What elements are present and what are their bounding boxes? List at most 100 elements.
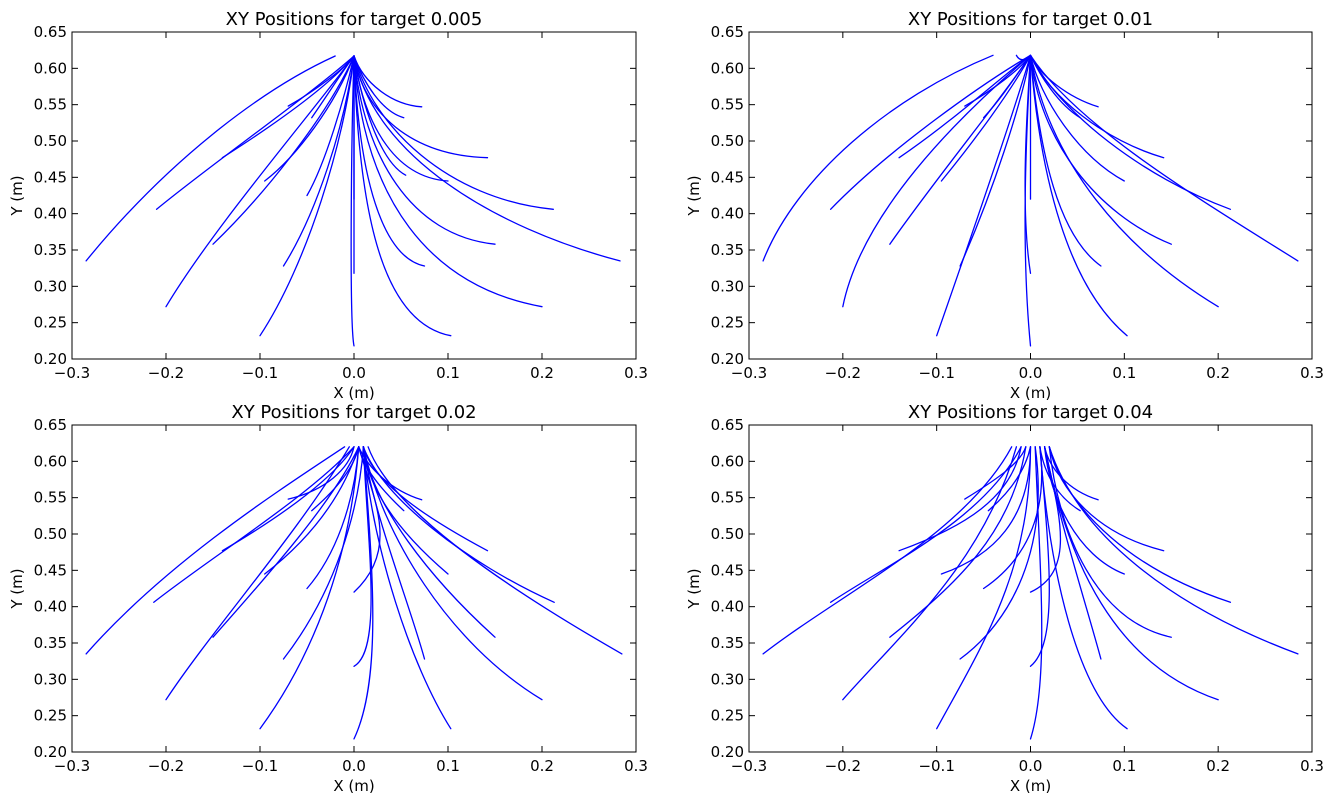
trajectory-line bbox=[1029, 446, 1043, 740]
trajectory-line bbox=[306, 55, 355, 197]
trajectory-line bbox=[936, 446, 1032, 730]
y-axis-label: Y (m) bbox=[8, 175, 26, 216]
trajectory-line bbox=[353, 55, 621, 262]
trajectory-line bbox=[1029, 54, 1219, 308]
trajectory-line bbox=[353, 55, 489, 159]
trajectory-line bbox=[829, 54, 1032, 210]
chart-title: XY Positions for target 0.04 bbox=[908, 402, 1153, 423]
x-axis-label: X (m) bbox=[333, 777, 374, 795]
x-tick-label: −0.3 bbox=[731, 364, 767, 382]
y-tick-label: 0.20 bbox=[711, 350, 744, 368]
trajectory-line bbox=[353, 55, 554, 210]
chart-panel-3: −0.3 −0.2 −0.1 0.0 0.1 0.2 0.3 0.20 0.25 0.30 0.35… bbox=[8, 402, 648, 795]
x-axis-label: X (m) bbox=[1010, 384, 1051, 402]
y-tick-label: 0.35 bbox=[711, 634, 744, 652]
trajectory-line bbox=[367, 446, 623, 655]
x-tick-label: 0.0 bbox=[1019, 757, 1043, 775]
trajectory-line bbox=[358, 446, 405, 512]
trajectory-line bbox=[829, 446, 1022, 603]
y-tick-label: 0.55 bbox=[34, 96, 67, 114]
trajectory-line bbox=[940, 54, 1032, 182]
y-tick-label: 0.20 bbox=[34, 743, 67, 761]
trajectory-line bbox=[282, 55, 355, 267]
y-tick-label: 0.65 bbox=[711, 416, 744, 434]
y-axis-label: Y (m) bbox=[685, 568, 703, 609]
trajectory-line bbox=[85, 55, 336, 262]
trajectory-line bbox=[153, 446, 355, 603]
trajectory-line bbox=[1039, 446, 1081, 512]
series-group bbox=[762, 446, 1299, 740]
y-tick-label: 0.60 bbox=[34, 59, 67, 77]
y-axis-label: Y (m) bbox=[8, 568, 26, 609]
y-tick-label: 0.35 bbox=[34, 241, 67, 259]
y-tick-label: 0.45 bbox=[34, 168, 67, 186]
trajectory-line bbox=[353, 55, 452, 337]
y-tick-label: 0.50 bbox=[711, 525, 744, 543]
trajectory-line bbox=[287, 446, 355, 500]
y-tick-label: 0.25 bbox=[711, 314, 744, 332]
trajectory-line bbox=[1039, 446, 1128, 730]
trajectory-line bbox=[940, 446, 1032, 575]
trajectory-line bbox=[350, 55, 355, 347]
y-tick-label: 0.40 bbox=[711, 205, 744, 223]
trajectory-line bbox=[959, 446, 1039, 660]
y-tick-label: 0.25 bbox=[711, 707, 744, 725]
y-tick-label: 0.65 bbox=[34, 23, 67, 41]
trajectory-line bbox=[1043, 446, 1219, 701]
trajectory-line bbox=[353, 55, 426, 267]
trajectory-line bbox=[165, 446, 350, 701]
x-tick-label: −0.1 bbox=[242, 364, 278, 382]
trajectory-line bbox=[1048, 446, 1165, 552]
x-tick-label: −0.2 bbox=[825, 757, 861, 775]
trajectory-line bbox=[353, 55, 449, 182]
trajectory-line bbox=[282, 446, 365, 660]
trajectory-line bbox=[212, 446, 360, 638]
y-tick-label: 0.30 bbox=[34, 277, 67, 295]
trajectory-line bbox=[964, 446, 1027, 500]
y-tick-label: 0.50 bbox=[34, 525, 67, 543]
chart-panel-4: −0.3 −0.2 −0.1 0.0 0.1 0.2 0.3 0.20 0.25 0.30 0.35… bbox=[685, 402, 1324, 795]
y-tick-label: 0.35 bbox=[711, 241, 744, 259]
x-axis-label: X (m) bbox=[1010, 777, 1051, 795]
trajectory-line bbox=[1029, 54, 1299, 262]
x-tick-label: −0.2 bbox=[825, 364, 861, 382]
trajectory-line bbox=[353, 55, 407, 176]
trajectory-line bbox=[1029, 54, 1128, 337]
chart-panel-1: −0.3 −0.2 −0.1 0.0 0.1 0.2 0.3 0.20 0.25 0.30 0.35… bbox=[8, 9, 648, 402]
trajectory-line bbox=[353, 446, 372, 667]
trajectory-line bbox=[936, 54, 1032, 337]
trajectory-line bbox=[762, 446, 1013, 655]
trajectory-line bbox=[362, 446, 449, 575]
plot-frame bbox=[71, 424, 637, 753]
x-tick-label: −0.3 bbox=[54, 757, 90, 775]
y-tick-label: 0.20 bbox=[711, 743, 744, 761]
trajectory-line bbox=[353, 55, 496, 245]
trajectory-line bbox=[1048, 446, 1299, 655]
trajectory-line bbox=[353, 446, 374, 740]
trajectory-line bbox=[311, 55, 355, 119]
plot-frame bbox=[748, 424, 1313, 753]
trajectory-line bbox=[1024, 54, 1032, 274]
trajectory-line bbox=[362, 446, 555, 603]
x-axis-label: X (m) bbox=[333, 384, 374, 402]
x-tick-label: 0.3 bbox=[1300, 364, 1324, 382]
y-tick-label: 0.65 bbox=[711, 23, 744, 41]
trajectory-line bbox=[353, 446, 381, 593]
y-tick-label: 0.25 bbox=[34, 707, 67, 725]
y-tick-label: 0.30 bbox=[34, 670, 67, 688]
y-tick-label: 0.55 bbox=[711, 96, 744, 114]
trajectory-line bbox=[311, 446, 360, 512]
x-tick-label: 0.2 bbox=[530, 364, 554, 382]
y-axis-label: Y (m) bbox=[685, 175, 703, 216]
trajectory-line bbox=[842, 446, 1018, 701]
trajectory-line bbox=[1029, 54, 1102, 267]
chart-title: XY Positions for target 0.005 bbox=[226, 9, 483, 30]
y-tick-label: 0.40 bbox=[711, 598, 744, 616]
y-tick-label: 0.20 bbox=[34, 350, 67, 368]
y-tick-label: 0.35 bbox=[34, 634, 67, 652]
trajectory-line bbox=[1029, 54, 1172, 245]
y-tick-label: 0.45 bbox=[711, 561, 744, 579]
trajectory-line bbox=[762, 54, 994, 262]
y-tick-label: 0.30 bbox=[711, 277, 744, 295]
